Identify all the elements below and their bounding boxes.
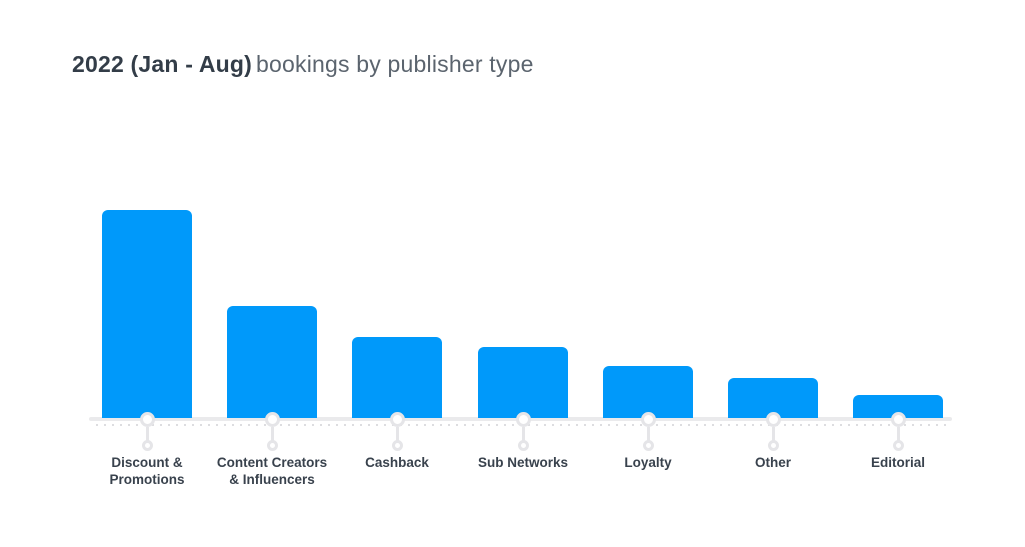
axis-marker-stem — [395, 427, 399, 441]
category-label: Editorial — [870, 455, 925, 470]
bar-cashback[interactable] — [352, 337, 442, 418]
axis-marker-stem — [771, 427, 775, 441]
axis-marker-stem — [145, 427, 149, 441]
axis-marker-circle — [139, 412, 155, 427]
axis-marker-stem — [270, 427, 274, 441]
axis-marker-dot — [141, 440, 153, 451]
bar-loyalty[interactable] — [603, 366, 693, 418]
axis-marker-circle — [640, 412, 656, 427]
category-label: Sub Networks — [477, 455, 569, 470]
axis-marker-stem — [646, 427, 650, 441]
bar-discount-promotions[interactable] — [102, 210, 192, 418]
category-label: Content Creators & Influencers — [216, 455, 328, 487]
axis-marker-stem — [896, 427, 900, 441]
axis-marker-stem — [521, 427, 525, 441]
axis-marker-circle — [389, 412, 405, 427]
category-label: Discount & Promotions — [109, 455, 185, 487]
chart-title-subject: bookings by publisher type — [256, 51, 534, 77]
axis-marker-dot — [266, 440, 278, 451]
axis-marker-circle — [264, 412, 280, 427]
axis-marker-dot — [767, 440, 779, 451]
chart-title-period: 2022 (Jan - Aug) — [72, 51, 253, 77]
bar-content-creators-influencers[interactable] — [227, 306, 317, 418]
bar-editorial[interactable] — [853, 395, 943, 418]
category-label: Other — [754, 455, 791, 470]
axis-marker-circle — [890, 412, 906, 427]
axis-marker-circle — [515, 412, 531, 427]
axis-marker-dot — [892, 440, 904, 451]
bar-other[interactable] — [728, 378, 818, 418]
axis-marker-dot — [642, 440, 654, 451]
bar-sub-networks[interactable] — [478, 347, 568, 418]
category-label: Cashback — [365, 455, 429, 470]
chart-title: 2022 (Jan - Aug) bookings by publisher ty… — [72, 51, 534, 78]
axis-marker-dot — [391, 440, 403, 451]
axis-marker-dot — [517, 440, 529, 451]
axis-marker-circle — [765, 412, 781, 427]
category-label: Loyalty — [624, 455, 672, 470]
